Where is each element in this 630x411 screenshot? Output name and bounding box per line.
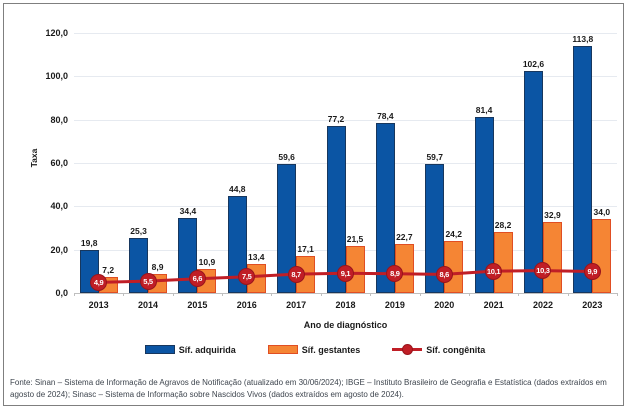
x-tick-mark [419, 293, 421, 296]
x-tick-label: 2023 [582, 300, 603, 310]
bar-value-label: 102,6 [522, 58, 545, 69]
legend-label: Síf. adquirida [178, 344, 236, 355]
bar-value-label: 77,2 [327, 113, 345, 124]
x-tick-label: 2013 [88, 300, 109, 310]
x-tick-mark [370, 293, 372, 296]
bar-value-label: 32,9 [544, 209, 561, 220]
gridline [74, 206, 617, 208]
y-tick-label: 20,0 [50, 244, 68, 255]
bar-value-label: 13,4 [247, 251, 265, 262]
x-tick-label: 2019 [384, 300, 405, 310]
line-marker: 6,6 [188, 270, 206, 288]
bar-adquirida [474, 116, 494, 293]
bar-value-label: 25,3 [130, 226, 147, 237]
x-axis-title: Ano de diagnóstico [303, 320, 388, 330]
source-note: Fonte: Sinan – Sistema de Informação de … [10, 378, 607, 400]
line-marker: 5,5 [139, 272, 157, 290]
x-tick-label: 2017 [286, 300, 307, 310]
legend-line-swatch [392, 344, 423, 355]
y-tick-label: 0,0 [55, 288, 68, 298]
legend: Síf. adquirida Síf. gestantes Síf. congêni… [0, 344, 630, 355]
bar-value-label: 44,8 [228, 183, 246, 194]
x-tick-label: 2020 [434, 300, 455, 310]
bar-value-label: 22,7 [396, 231, 413, 242]
legend-swatch [267, 345, 298, 354]
x-tick-mark [320, 293, 322, 296]
bar-adquirida [425, 163, 445, 293]
x-tick-label: 2014 [138, 300, 159, 310]
y-tick-label: 120,0 [45, 28, 68, 38]
x-tick-mark [468, 293, 470, 296]
bar-value-label: 21,5 [346, 234, 364, 245]
x-tick-mark [271, 293, 273, 296]
bar-value-label: 34,4 [179, 206, 197, 217]
bar-value-label: 24,2 [445, 228, 462, 239]
bar-value-label: 59,6 [278, 151, 295, 162]
line-marker: 9,9 [583, 263, 601, 281]
y-tick-label: 80,0 [50, 114, 68, 125]
x-tick-label: 2022 [532, 300, 553, 310]
x-tick-mark [222, 293, 224, 296]
bar-adquirida [277, 163, 297, 293]
gridline [74, 76, 617, 78]
bar-value-label: 7,2 [102, 265, 115, 276]
line-marker: 8,6 [435, 265, 453, 283]
y-tick-label: 60,0 [50, 158, 68, 168]
bar-value-label: 19,8 [80, 238, 98, 249]
bar-adquirida [573, 46, 593, 293]
line-marker: 9,1 [337, 264, 354, 282]
bar-value-label: 28,2 [494, 219, 512, 230]
bar-value-label: 34,0 [593, 207, 611, 218]
bar-value-label: 78,4 [377, 111, 394, 122]
congenita-line [98, 269, 593, 284]
x-tick-mark [518, 293, 520, 296]
bar-adquirida [326, 125, 346, 293]
x-tick-mark [617, 293, 618, 296]
y-tick-label: 40,0 [50, 201, 68, 212]
line-marker: 10,1 [485, 262, 503, 280]
plot-area: 19,8 25,3 34,4 44,8 59,6 77,2 78,4 59,7 81,4 102,… [74, 33, 617, 294]
legend-line-dot [401, 344, 413, 355]
x-tick-mark [74, 293, 75, 296]
bar-value-label: 59,7 [426, 151, 443, 162]
figure-border [3, 3, 624, 406]
x-tick-mark [172, 293, 174, 296]
legend-item: Síf. congênita [392, 344, 485, 355]
gridline [74, 163, 617, 164]
legend-item: Síf. gestantes [267, 344, 361, 355]
gridline [74, 119, 617, 121]
x-tick-mark [123, 293, 125, 296]
x-tick-mark [567, 293, 569, 296]
bar-value-label: 113,8 [572, 34, 594, 45]
legend-swatch [144, 345, 175, 354]
x-tick-label: 2015 [187, 300, 208, 310]
y-tick-label: 100,0 [45, 71, 68, 82]
x-tick-label: 2016 [236, 300, 257, 310]
bar-value-label: 10,9 [198, 257, 216, 268]
bar-adquirida [375, 123, 395, 293]
line-marker: 8,7 [287, 265, 305, 283]
gridline [74, 33, 617, 34]
x-tick-label: 2018 [335, 300, 356, 310]
bar-value-label: 81,4 [475, 104, 493, 115]
line-marker: 10,3 [534, 262, 552, 280]
legend-label: Síf. gestantes [301, 344, 361, 355]
line-marker: 8,9 [386, 265, 404, 283]
bar-value-label: 8,9 [151, 261, 164, 272]
line-marker: 7,5 [238, 268, 256, 286]
bar-adquirida [523, 70, 543, 293]
legend-item: Síf. adquirida [144, 344, 236, 355]
legend-label: Síf. congênita [426, 344, 486, 355]
x-tick-label: 2021 [483, 300, 504, 310]
bar-value-label: 17,1 [297, 243, 314, 254]
line-marker: 4,9 [90, 273, 108, 291]
